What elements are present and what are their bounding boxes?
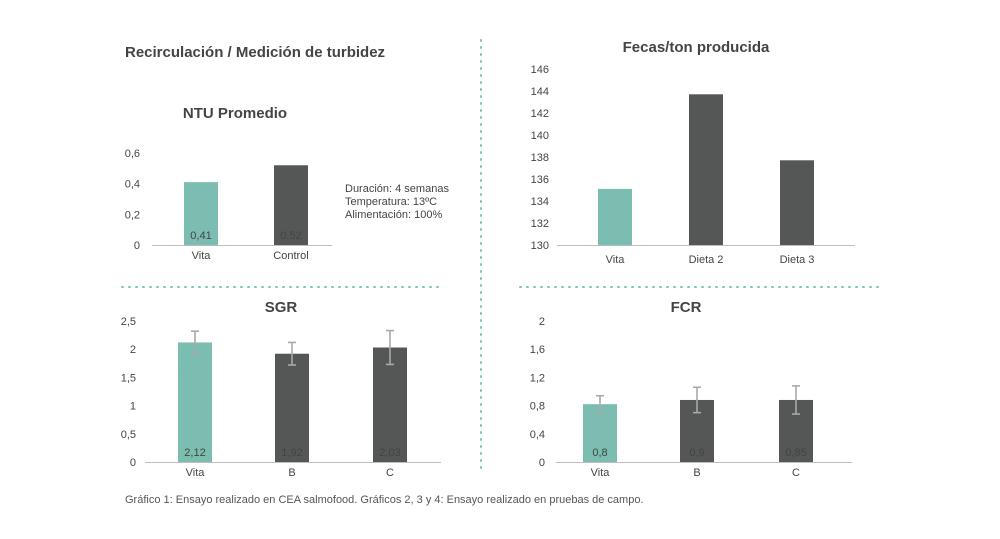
x-tick-label: B [288, 467, 295, 479]
note-feeding: Alimentación: 100% [345, 209, 442, 221]
chart-fecas-ton: Fecas/ton producida 130 132 134 136 138 140 142… [531, 39, 855, 266]
y-tick-label: 146 [531, 64, 549, 76]
section-title: Recirculación / Medición de turbidez [125, 44, 385, 61]
bar-dieta-2 [689, 94, 723, 245]
note-temperature: Temperatura: 13ºC [345, 196, 437, 208]
data-label: 0,85 [785, 447, 806, 459]
x-tick-label: B [693, 467, 700, 479]
note-duration: Duración: 4 semanas [345, 183, 449, 195]
y-tick-label: 132 [531, 218, 549, 230]
chart-title: FCR [671, 299, 702, 316]
bar-vita [598, 188, 632, 245]
x-tick-label: Control [273, 250, 308, 262]
y-tick-label: 136 [531, 174, 549, 186]
y-tick-label: 1 [130, 401, 136, 413]
chart-fcr: FCR 0 0,4 0,8 1,2 1,6 2 0,8 Vita 0,9 B 0,85 C [530, 299, 852, 479]
y-tick-label: 1,6 [530, 344, 545, 356]
y-tick-label: 0,4 [530, 429, 545, 441]
y-tick-label: 1,2 [530, 372, 545, 384]
chart-title: NTU Promedio [183, 105, 287, 122]
y-tick-label: 0,6 [125, 148, 140, 160]
y-tick-label: 2,5 [121, 316, 136, 328]
data-label: 0,52 [280, 230, 301, 242]
data-label: 0,41 [190, 230, 211, 242]
x-tick-label: Vita [606, 254, 626, 266]
data-label: 2,12 [184, 447, 205, 459]
footnote: Gráfico 1: Ensayo realizado en CEA salmo… [125, 494, 644, 506]
x-tick-label: Dieta 2 [689, 254, 724, 266]
y-tick-label: 2 [130, 344, 136, 356]
y-tick-label: 0,5 [121, 429, 136, 441]
x-tick-label: Vita [192, 250, 212, 262]
y-tick-label: 1,5 [121, 372, 136, 384]
bar-b [275, 353, 309, 462]
x-tick-label: C [792, 467, 800, 479]
bar-vita [583, 404, 617, 462]
y-tick-label: 2 [539, 316, 545, 328]
y-tick-label: 144 [531, 86, 549, 98]
chart-title: Fecas/ton producida [623, 39, 770, 56]
data-label: 0,8 [592, 447, 607, 459]
y-tick-label: 0 [539, 457, 545, 469]
trial-notes: Duración: 4 semanas Temperatura: 13ºC Al… [345, 183, 449, 221]
bar-c [373, 347, 407, 462]
y-tick-label: 130 [531, 240, 549, 252]
data-label: 0,9 [689, 447, 704, 459]
chart-title: SGR [265, 299, 298, 316]
x-tick-label: Dieta 3 [780, 254, 815, 266]
bar-dieta-3 [780, 160, 814, 245]
y-tick-label: 134 [531, 196, 549, 208]
chart-ntu-promedio: NTU Promedio 0 0,2 0,4 0,6 0,41 Vita 0,52 Contro… [125, 105, 332, 262]
y-tick-label: 142 [531, 108, 549, 120]
y-tick-label: 0,8 [530, 401, 545, 413]
y-tick-label: 138 [531, 152, 549, 164]
data-label: 1,92 [281, 447, 302, 459]
y-tick-label: 0,4 [125, 179, 140, 191]
y-tick-label: 0 [130, 457, 136, 469]
x-tick-label: Vita [186, 467, 206, 479]
y-tick-label: 0 [134, 240, 140, 252]
chart-sgr: SGR 0 0,5 1 1,5 2 2,5 2,12 Vita 1,92 B 2,03 C [121, 299, 441, 479]
bar-vita [184, 182, 218, 245]
x-tick-label: C [386, 467, 394, 479]
y-tick-label: 0,2 [125, 209, 140, 221]
data-label: 2,03 [379, 447, 400, 459]
bar-vita [178, 342, 212, 462]
y-tick-label: 140 [531, 130, 549, 142]
bar-control [274, 165, 308, 245]
x-tick-label: Vita [591, 467, 611, 479]
